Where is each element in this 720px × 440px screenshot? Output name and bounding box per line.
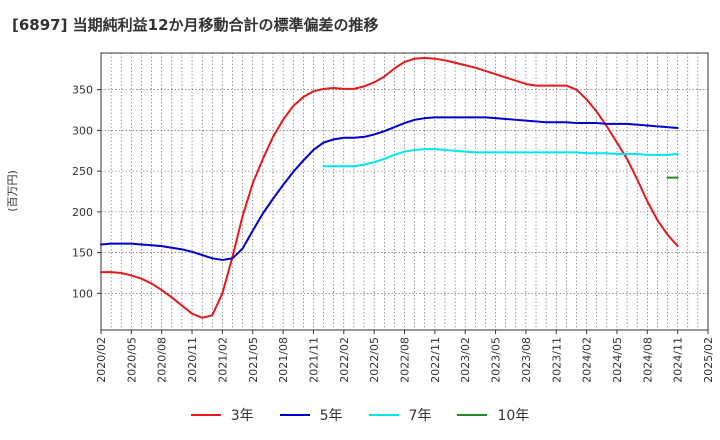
legend: 3年 5年 7年 10年 bbox=[0, 402, 720, 428]
x-tick-label: 2021/11 bbox=[307, 337, 320, 383]
y-tick-label: 150 bbox=[72, 247, 93, 260]
series-line-7年 bbox=[322, 148, 679, 168]
legend-item: 10年 bbox=[457, 405, 529, 425]
x-tick-label: 2022/08 bbox=[399, 337, 412, 383]
x-axis: 2020/02 2020/05 2020/08 2020/11 2021/02 2021/… bbox=[95, 330, 715, 383]
x-tick-label: 2023/08 bbox=[520, 337, 533, 383]
legend-label: 3年 bbox=[230, 408, 254, 424]
legend-swatch bbox=[368, 414, 399, 416]
y-tick-label: 300 bbox=[72, 124, 93, 137]
x-tick-label: 2020/11 bbox=[186, 337, 199, 383]
x-tick-label: 2020/05 bbox=[125, 337, 138, 383]
series-line-3年 bbox=[100, 56, 679, 319]
x-tick-label: 2020/08 bbox=[156, 337, 169, 383]
series-layer bbox=[100, 56, 679, 319]
legend-swatch bbox=[279, 414, 310, 416]
x-tick-label: 2024/02 bbox=[581, 337, 594, 383]
x-tick-label: 2025/02 bbox=[702, 337, 715, 383]
x-tick-label: 2023/05 bbox=[490, 337, 503, 383]
x-tick-label: 2021/05 bbox=[247, 337, 260, 383]
legend-label: 10年 bbox=[497, 408, 530, 424]
y-tick-label: 200 bbox=[72, 206, 93, 219]
x-tick-label: 2024/11 bbox=[672, 337, 685, 383]
y-tick-label: 100 bbox=[72, 287, 93, 300]
legend-label: 5年 bbox=[319, 408, 343, 424]
y-axis: 100 150 200 250 300 350 bbox=[72, 84, 101, 300]
x-tick-label: 2023/02 bbox=[459, 337, 472, 383]
y-tick-label: 350 bbox=[72, 84, 93, 97]
legend-swatch bbox=[190, 414, 221, 416]
x-tick-label: 2024/05 bbox=[611, 337, 624, 383]
legend-item: 7年 bbox=[368, 405, 432, 425]
x-tick-label: 2021/02 bbox=[216, 337, 229, 383]
y-tick-label: 250 bbox=[72, 165, 93, 178]
x-tick-label: 2022/05 bbox=[368, 337, 381, 383]
legend-item: 3年 bbox=[190, 405, 254, 425]
x-tick-label: 2021/08 bbox=[277, 337, 290, 383]
legend-label: 7年 bbox=[408, 408, 432, 424]
x-tick-label: 2022/02 bbox=[338, 337, 351, 383]
y-axis-label: (百万円) bbox=[6, 170, 19, 212]
series-line-5年 bbox=[100, 116, 679, 261]
legend-item: 5年 bbox=[279, 405, 343, 425]
chart-title: [6897] 当期純利益12か月移動合計の標準偏差の推移 bbox=[12, 16, 379, 34]
x-tick-label: 2022/11 bbox=[429, 337, 442, 383]
x-tick-label: 2024/08 bbox=[641, 337, 654, 383]
x-tick-label: 2023/11 bbox=[550, 337, 563, 383]
legend-swatch bbox=[457, 414, 488, 416]
x-tick-label: 2020/02 bbox=[95, 337, 108, 383]
